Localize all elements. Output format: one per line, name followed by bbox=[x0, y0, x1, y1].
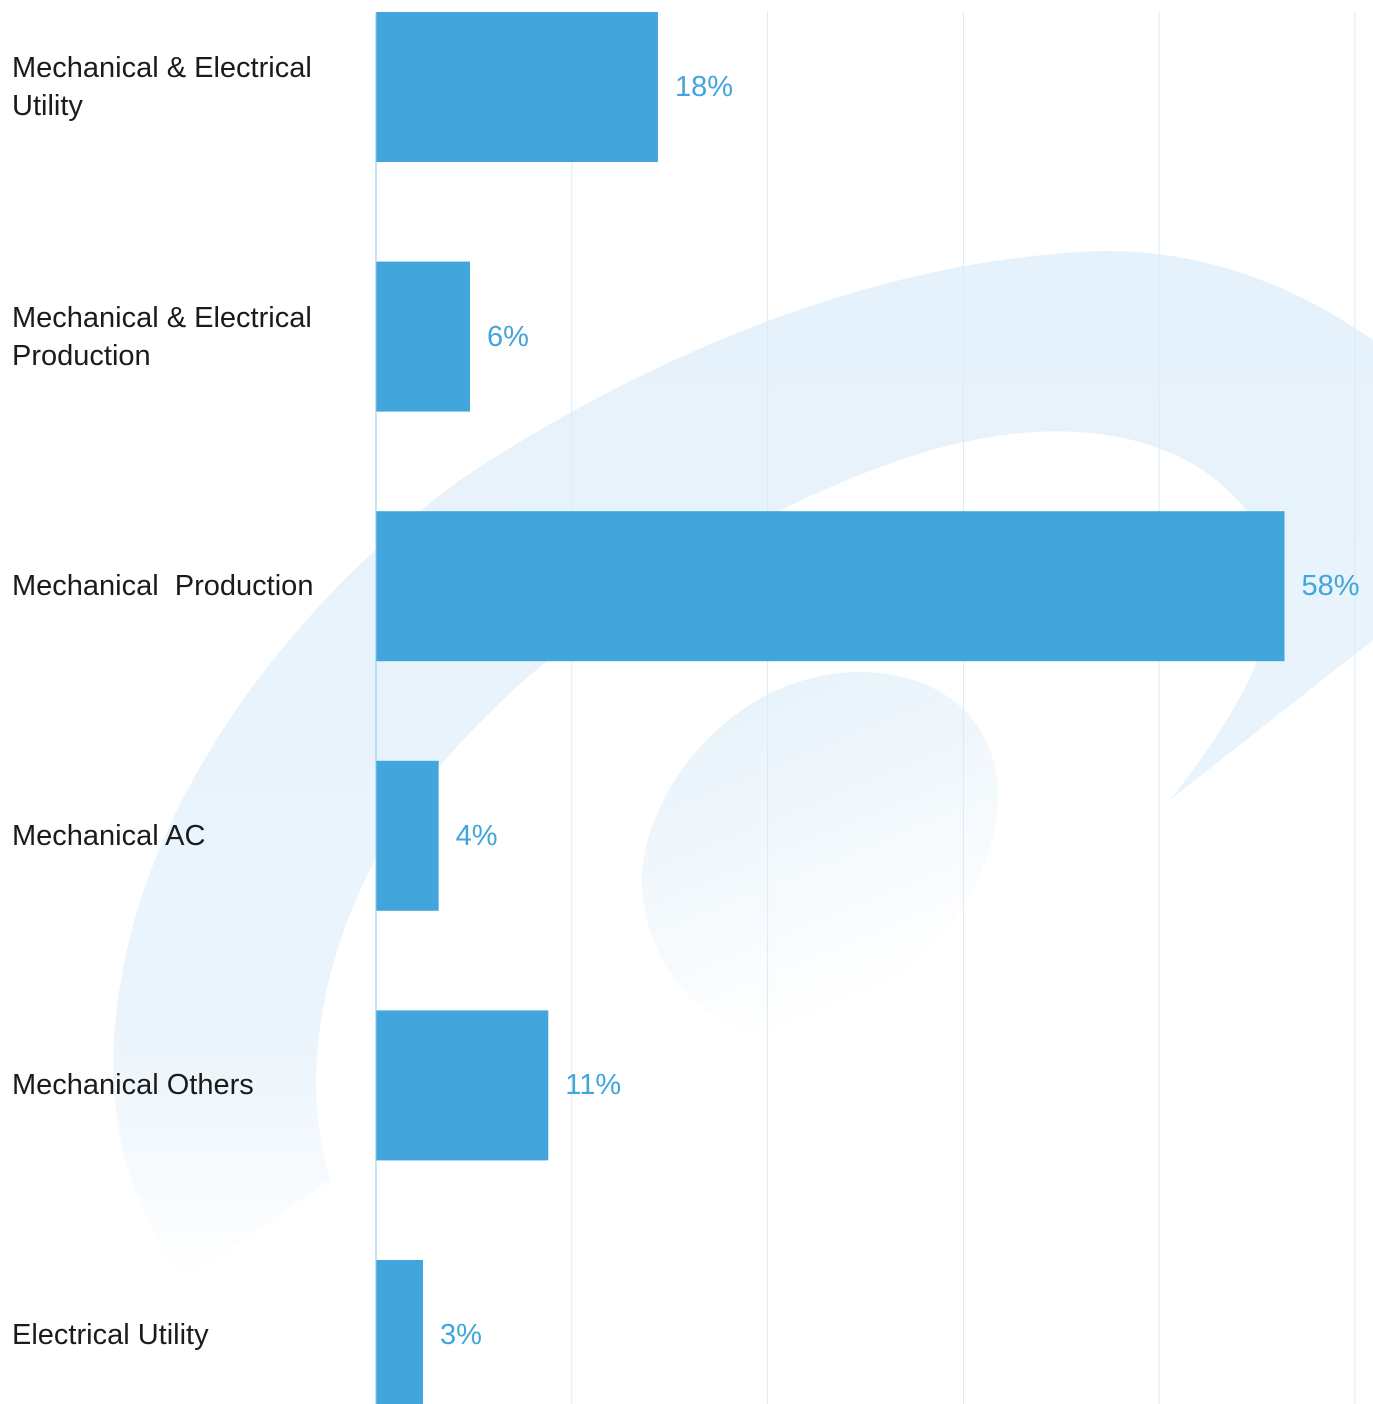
background-swirl bbox=[113, 251, 1373, 1280]
bars bbox=[376, 12, 1285, 1404]
category-label: Mechanical Others bbox=[12, 1069, 254, 1102]
bar bbox=[376, 12, 658, 162]
swirl-ring bbox=[113, 251, 1373, 1280]
gridlines bbox=[571, 12, 1356, 1404]
category-label: Electrical Utility bbox=[12, 1319, 209, 1351]
bar bbox=[376, 261, 470, 412]
bar bbox=[376, 1260, 423, 1404]
category-label: Mechanical Production bbox=[12, 570, 314, 603]
data-label: 4% bbox=[455, 819, 498, 852]
swirl-blob bbox=[641, 672, 999, 1034]
data-label: 6% bbox=[486, 320, 529, 353]
data-label: 3% bbox=[439, 1319, 482, 1351]
category-label: Mechanical & Electrical Utility bbox=[12, 52, 320, 122]
data-label: 11% bbox=[565, 1069, 622, 1102]
data-label: 18% bbox=[674, 71, 733, 103]
bar bbox=[376, 1010, 549, 1161]
category-label: Mechanical AC bbox=[12, 819, 206, 852]
bar bbox=[376, 511, 1285, 662]
category-label: Mechanical & Electrical Production bbox=[12, 301, 320, 372]
data-label: 58% bbox=[1301, 570, 1360, 603]
bar bbox=[376, 760, 439, 911]
